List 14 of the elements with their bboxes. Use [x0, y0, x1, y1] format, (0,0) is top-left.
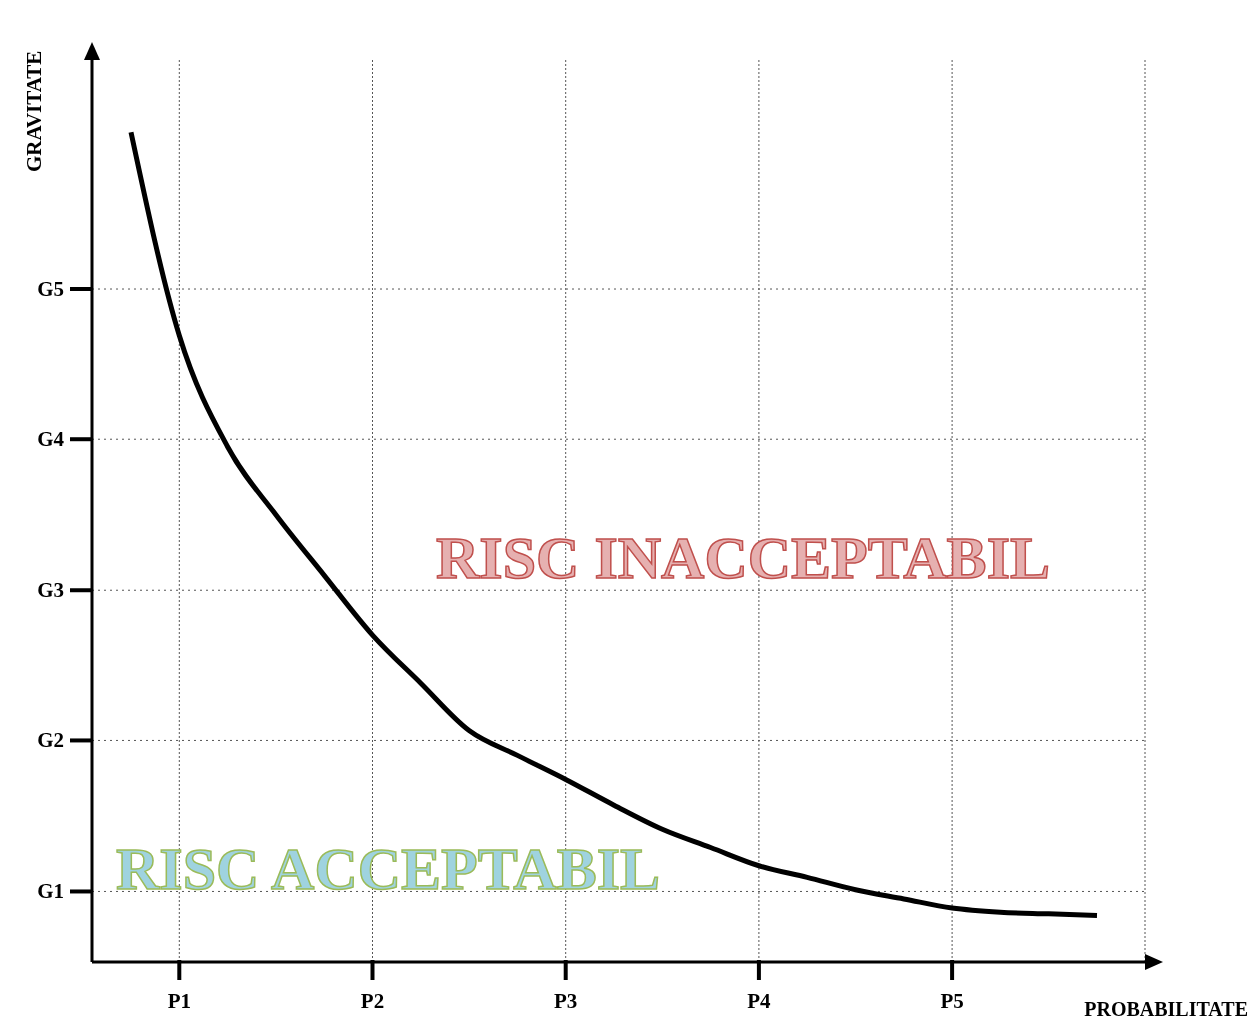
ref-line-label: G2: [37, 728, 64, 753]
x-tick-label: P2: [360, 989, 385, 1013]
x-tick-label: P3: [554, 989, 578, 1013]
ref-line-label: G1: [37, 879, 64, 904]
ref-line-label: G5: [37, 277, 64, 302]
y-axis-title: GRAVITATE: [22, 50, 47, 172]
x-tick-label: P5: [940, 989, 964, 1013]
annotation: RISC INACCEPTABIL: [436, 525, 1051, 591]
ref-line-label: G4: [37, 427, 65, 452]
x-axis-title: PROBABILITATE: [1084, 998, 1248, 1021]
annotation: RISC ACCEPTABIL: [116, 836, 661, 902]
x-tick-label: P1: [167, 989, 191, 1013]
ref-line-label: G3: [37, 578, 64, 603]
x-tick-label: P4: [747, 989, 772, 1013]
